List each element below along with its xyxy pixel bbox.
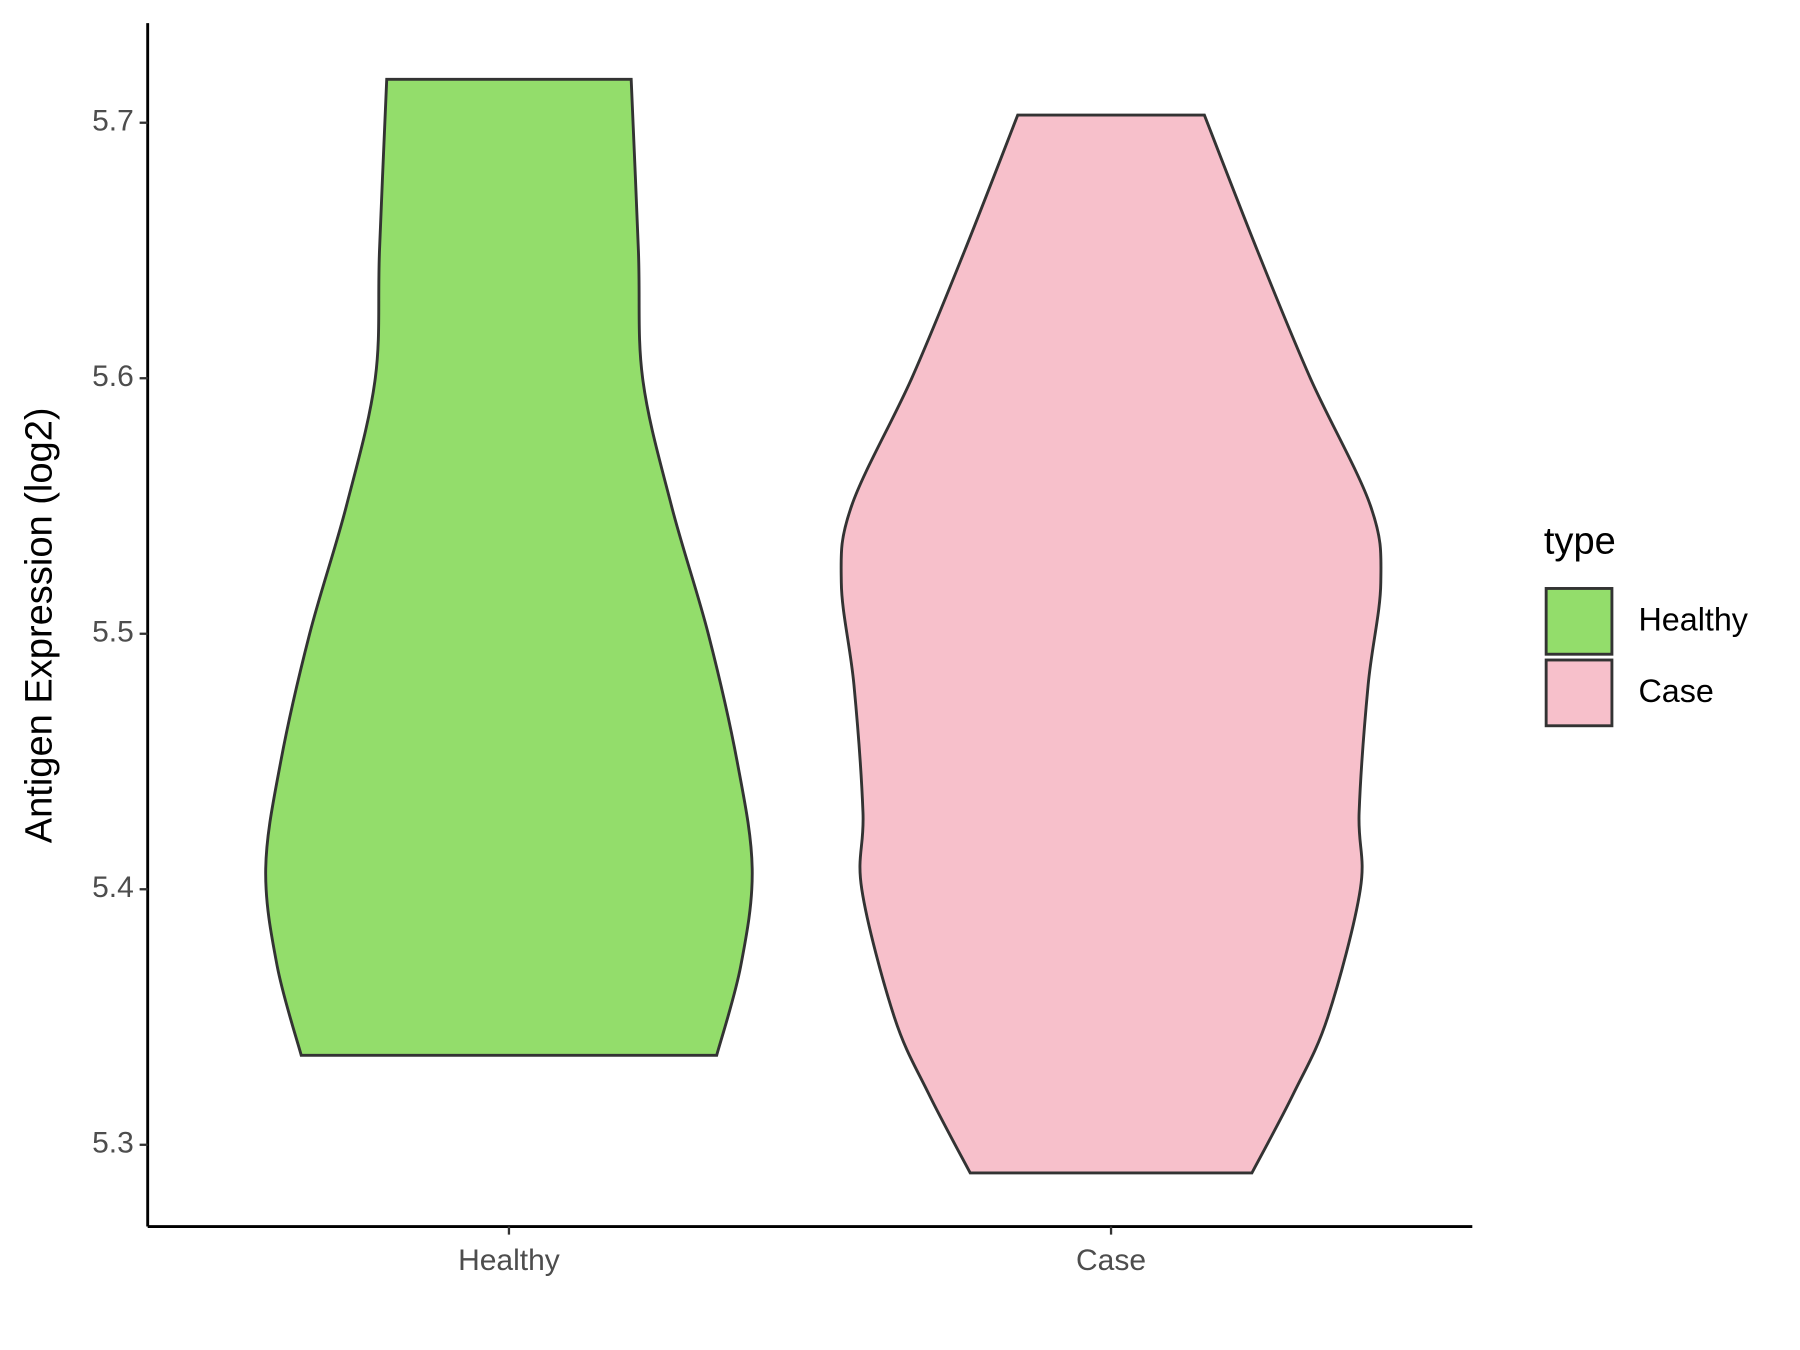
y-tick-label: 5.6 xyxy=(92,360,134,393)
x-tick-label: Case xyxy=(1076,1244,1146,1277)
legend-label: Case xyxy=(1638,673,1713,709)
legend-swatch xyxy=(1544,658,1614,728)
y-tick-label: 5.4 xyxy=(92,871,134,904)
violin xyxy=(839,113,1383,1175)
violin xyxy=(264,77,754,1057)
legend-label: Healthy xyxy=(1638,601,1748,637)
y-tick-label: 5.3 xyxy=(92,1127,134,1160)
legend-swatch xyxy=(1544,587,1614,656)
legend-title: type xyxy=(1544,521,1616,563)
y-tick-label: 5.7 xyxy=(92,105,134,138)
x-tick-label: Healthy xyxy=(458,1244,560,1277)
y-axis-title: Antigen Expression (log2) xyxy=(19,407,61,843)
y-tick-label: 5.5 xyxy=(92,616,134,649)
